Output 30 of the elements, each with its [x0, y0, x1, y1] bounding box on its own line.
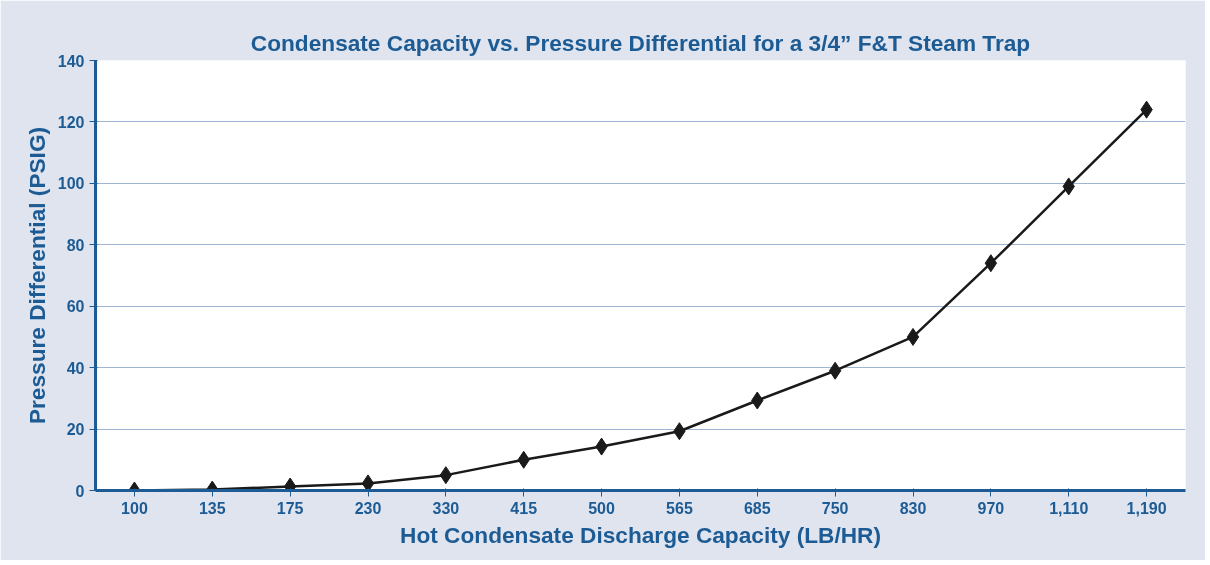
x-tick-label: 415 — [510, 499, 538, 517]
y-axis-title: Pressure Differential (PSIG) — [23, 126, 50, 425]
y-tick-label: 60 — [66, 298, 85, 316]
x-tick-label: 100 — [121, 499, 148, 517]
x-tick-label: 565 — [666, 499, 693, 517]
y-tick-label: 20 — [66, 421, 85, 439]
x-tick-label: 175 — [276, 499, 304, 517]
x-tick-label: 970 — [977, 499, 1005, 517]
x-tick-label: 330 — [432, 499, 460, 517]
x-tick-label: 685 — [743, 499, 771, 517]
x-tick-label: 230 — [354, 499, 382, 517]
x-tick-label: 750 — [821, 499, 849, 517]
y-tick-label: 140 — [57, 52, 85, 70]
x-tick-label: 1,190 — [1126, 499, 1167, 517]
point — [439, 466, 453, 485]
y-tick-label: 0 — [75, 482, 85, 500]
y-tick-label: 40 — [66, 359, 85, 377]
x-tick-label: 830 — [899, 499, 927, 517]
y-tick-label: 120 — [57, 113, 85, 131]
point — [984, 254, 998, 273]
chart-title: Condensate Capacity vs. Pressure Differential for a 3/4” F&T Steam Trap — [250, 29, 1031, 56]
point — [361, 474, 375, 491]
y-tick-label: 100 — [57, 175, 85, 193]
x-axis-title: Hot Condensate Discharge Capacity (LB/HR) — [400, 521, 881, 548]
x-tick-label: 1,110 — [1049, 499, 1089, 517]
point — [906, 327, 920, 346]
point — [828, 361, 842, 380]
x-tick-label: 135 — [198, 499, 226, 517]
x-tick-label: 500 — [588, 499, 616, 517]
y-tick-label: 80 — [66, 236, 85, 254]
